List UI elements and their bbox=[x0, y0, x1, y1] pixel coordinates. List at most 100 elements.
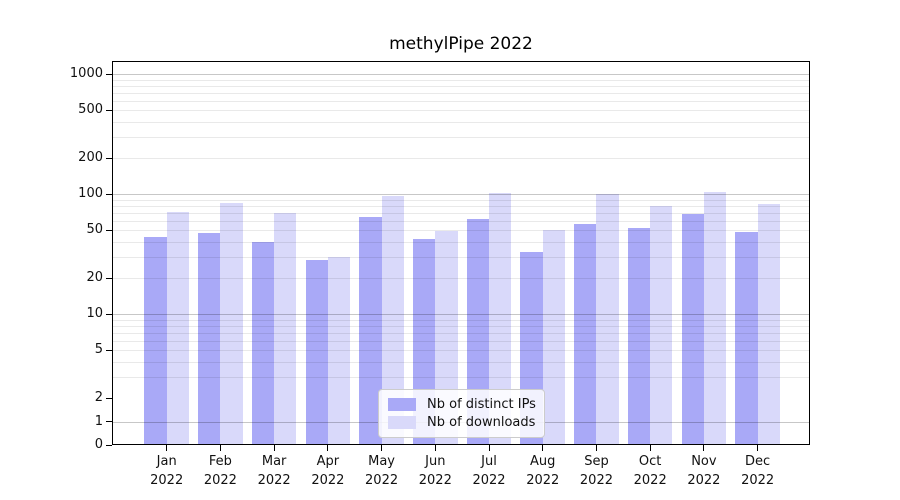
bar-jul-downloads bbox=[489, 193, 512, 445]
bar-apr-downloads bbox=[327, 256, 351, 445]
y-tick-10 bbox=[106, 313, 112, 315]
x-tick-label-mar: Mar 2022 bbox=[244, 452, 304, 490]
minor-gridline-60 bbox=[113, 220, 809, 222]
x-tick-label-sep: Sep 2022 bbox=[566, 452, 626, 490]
month-label: Sep bbox=[584, 454, 609, 469]
x-tick-label-feb: Feb 2022 bbox=[190, 452, 250, 490]
y-tick-200 bbox=[106, 157, 112, 159]
minor-gridline-9 bbox=[113, 319, 809, 321]
y-tick-0 bbox=[106, 444, 112, 446]
bar-dec-downloads bbox=[757, 203, 780, 445]
minor-gridline-40 bbox=[113, 241, 809, 243]
year-label: 2022 bbox=[365, 473, 399, 488]
minor-gridline-700 bbox=[113, 92, 809, 94]
minor-gridline-8 bbox=[113, 325, 809, 327]
x-tick-feb bbox=[219, 445, 221, 451]
y-tick-2 bbox=[106, 397, 112, 399]
y-tick-label-1000: 1000 bbox=[69, 66, 103, 82]
month-label: Feb bbox=[208, 454, 232, 469]
year-label: 2022 bbox=[526, 473, 560, 488]
bar-aug-downloads bbox=[542, 230, 566, 445]
year-label: 2022 bbox=[311, 473, 345, 488]
major-gridline-10 bbox=[113, 314, 809, 316]
minor-gridline-90 bbox=[113, 199, 809, 201]
x-tick-oct bbox=[649, 445, 651, 451]
minor-gridline-300 bbox=[113, 136, 809, 138]
bar-feb-downloads bbox=[220, 203, 243, 445]
y-tick-100 bbox=[106, 193, 112, 195]
bar-may-ips bbox=[359, 216, 382, 445]
year-label: 2022 bbox=[633, 473, 667, 488]
bar-feb-ips bbox=[198, 233, 221, 445]
y-tick-label-20: 20 bbox=[86, 270, 103, 285]
x-tick-label-apr: Apr 2022 bbox=[298, 452, 358, 490]
x-tick-label-jul: Jul 2022 bbox=[459, 452, 519, 490]
month-label: May bbox=[368, 454, 396, 469]
bar-apr-ips bbox=[305, 260, 328, 445]
x-tick-sep bbox=[595, 445, 597, 451]
month-label: Oct bbox=[638, 454, 662, 469]
y-tick-label-500: 500 bbox=[78, 102, 103, 118]
minor-gridline-600 bbox=[113, 100, 809, 102]
x-tick-label-aug: Aug 2022 bbox=[513, 452, 573, 490]
minor-gridline-20 bbox=[113, 278, 809, 279]
year-label: 2022 bbox=[418, 473, 452, 488]
month-label: Nov bbox=[691, 454, 717, 469]
x-tick-label-nov: Nov 2022 bbox=[674, 452, 734, 490]
bar-dec-ips bbox=[735, 232, 758, 445]
x-tick-jan bbox=[166, 445, 168, 451]
legend-label-downloads: Nb of downloads bbox=[427, 414, 536, 430]
month-label: Apr bbox=[316, 454, 340, 469]
minor-gridline-50 bbox=[113, 230, 809, 232]
x-tick-may bbox=[381, 445, 383, 451]
bar-jan-ips bbox=[144, 236, 167, 445]
major-gridline-1000 bbox=[113, 74, 809, 76]
x-tick-label-oct: Oct 2022 bbox=[620, 452, 680, 490]
y-tick-20 bbox=[106, 277, 112, 279]
x-tick-aug bbox=[542, 445, 544, 451]
minor-gridline-800 bbox=[113, 85, 809, 87]
bar-nov-downloads bbox=[703, 191, 727, 445]
legend-swatch-downloads bbox=[388, 415, 416, 429]
legend: Nb of distinct IPs Nb of downloads bbox=[378, 389, 545, 438]
bar-oct-downloads bbox=[650, 205, 673, 445]
bar-sep-downloads bbox=[596, 194, 619, 445]
x-tick-nov bbox=[703, 445, 705, 451]
legend-label-distinct-ips: Nb of distinct IPs bbox=[427, 397, 536, 413]
y-tick-label-0: 0 bbox=[94, 437, 103, 452]
legend-item-downloads: Nb of downloads bbox=[388, 415, 535, 430]
minor-gridline-400 bbox=[113, 121, 809, 123]
bar-mar-downloads bbox=[274, 213, 297, 445]
x-tick-label-may: May 2022 bbox=[352, 452, 412, 490]
minor-gridline-6 bbox=[113, 340, 809, 342]
x-tick-label-jun: Jun 2022 bbox=[405, 452, 465, 490]
y-tick-label-5: 5 bbox=[94, 342, 103, 358]
month-label: Mar bbox=[261, 454, 287, 469]
y-tick-50 bbox=[106, 229, 112, 231]
bar-sep-ips bbox=[574, 224, 597, 445]
minor-gridline-30 bbox=[113, 256, 809, 258]
x-tick-mar bbox=[273, 445, 275, 451]
y-tick-5 bbox=[106, 349, 112, 351]
x-tick-label-jan: Jan 2022 bbox=[137, 452, 197, 490]
minor-gridline-500 bbox=[113, 110, 809, 112]
y-tick-label-200: 200 bbox=[78, 150, 103, 165]
minor-gridline-4 bbox=[113, 361, 809, 363]
major-gridline-100 bbox=[113, 194, 809, 196]
bar-oct-ips bbox=[627, 228, 651, 445]
year-label: 2022 bbox=[741, 473, 775, 488]
y-tick-label-50: 50 bbox=[86, 222, 103, 238]
bar-jan-downloads bbox=[166, 211, 189, 445]
minor-gridline-3 bbox=[113, 376, 809, 378]
legend-item-distinct-ips: Nb of distinct IPs bbox=[388, 397, 536, 413]
y-tick-label-2: 2 bbox=[94, 390, 103, 405]
y-tick-label-1: 1 bbox=[94, 413, 103, 429]
year-label: 2022 bbox=[472, 473, 506, 488]
x-tick-apr bbox=[327, 445, 329, 451]
bar-mar-ips bbox=[251, 241, 275, 445]
year-label: 2022 bbox=[579, 473, 613, 488]
minor-gridline-5 bbox=[113, 350, 809, 352]
bar-nov-ips bbox=[681, 214, 704, 445]
